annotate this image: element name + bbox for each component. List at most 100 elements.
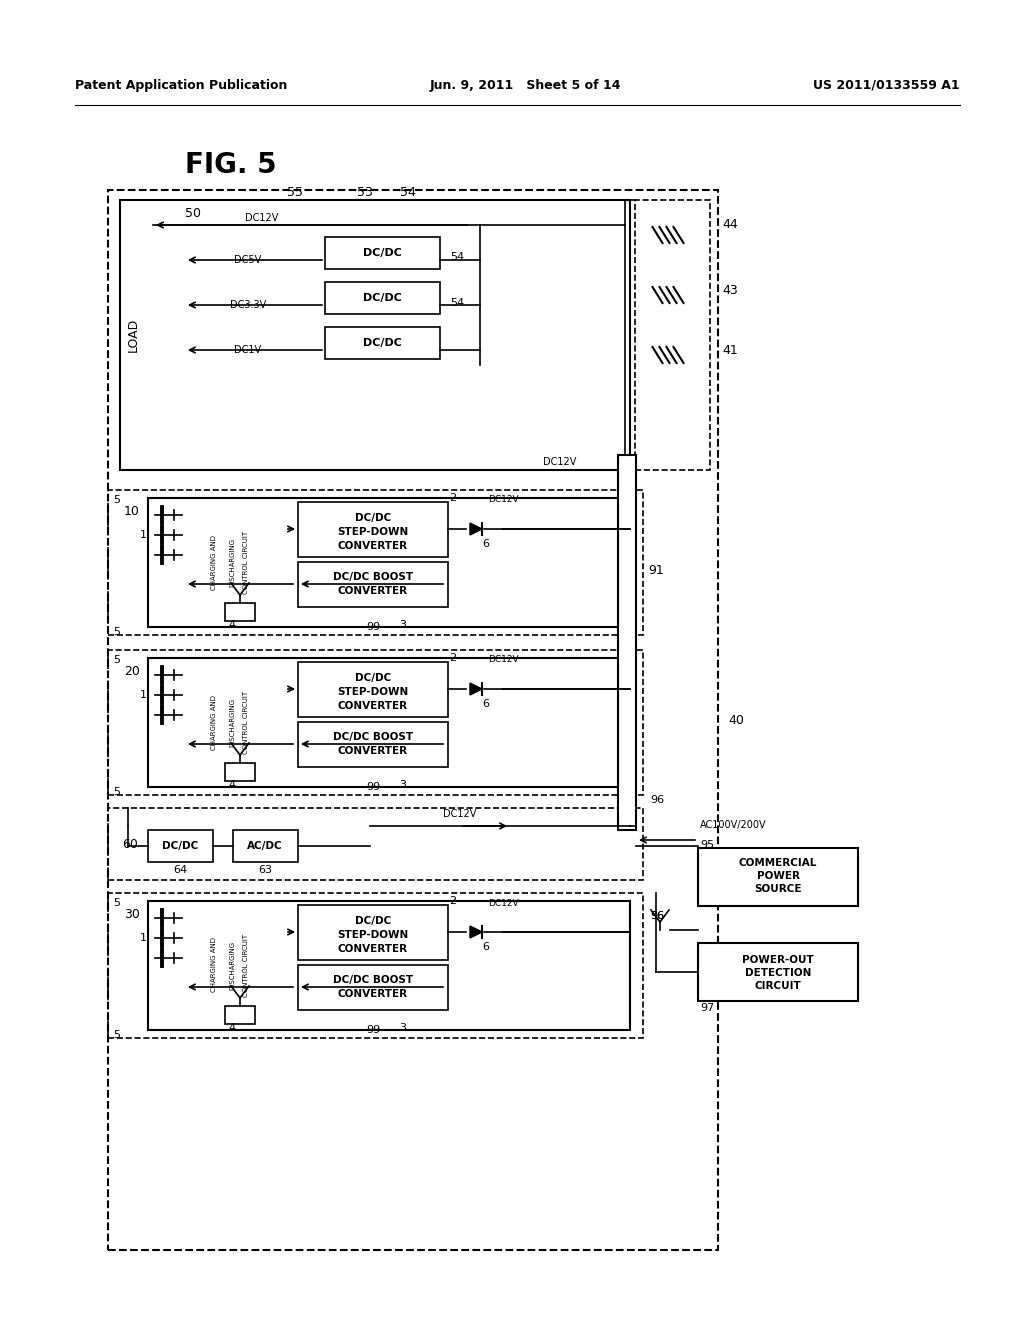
Text: 3: 3 — [399, 620, 407, 630]
Text: 5: 5 — [113, 787, 120, 797]
Text: 99: 99 — [366, 622, 380, 632]
Text: 55: 55 — [287, 186, 303, 199]
Text: CONVERTER: CONVERTER — [338, 701, 408, 711]
Text: 43: 43 — [722, 284, 737, 297]
Text: 54: 54 — [450, 298, 464, 308]
Text: DC12V: DC12V — [245, 213, 279, 223]
Text: DC1V: DC1V — [234, 345, 261, 355]
Bar — [298, 965, 449, 1010]
Text: DC12V: DC12V — [487, 656, 518, 664]
Text: DC5V: DC5V — [234, 255, 261, 265]
Bar — [698, 847, 858, 906]
Text: Jun. 9, 2011   Sheet 5 of 14: Jun. 9, 2011 Sheet 5 of 14 — [430, 78, 622, 91]
Text: DC12V: DC12V — [544, 457, 577, 467]
Text: CHARGING AND: CHARGING AND — [211, 694, 217, 750]
Bar — [185, 906, 285, 1026]
Text: 44: 44 — [722, 219, 737, 231]
Text: CONVERTER: CONVERTER — [338, 746, 408, 756]
Text: DETECTION: DETECTION — [744, 968, 811, 978]
Bar — [298, 663, 449, 717]
Text: FIG. 5: FIG. 5 — [185, 150, 276, 180]
Text: CHARGING AND: CHARGING AND — [211, 535, 217, 590]
Text: 2: 2 — [450, 896, 457, 906]
Text: 97: 97 — [700, 1003, 715, 1012]
Text: DC/DC: DC/DC — [362, 248, 401, 257]
Bar — [185, 502, 285, 623]
Bar — [120, 201, 630, 470]
Bar — [298, 562, 449, 607]
Text: 99: 99 — [366, 1026, 380, 1035]
Text: DC/DC BOOST: DC/DC BOOST — [333, 975, 413, 985]
Bar — [108, 894, 643, 1038]
Text: 96: 96 — [650, 795, 665, 805]
Text: COMMERCIAL: COMMERCIAL — [738, 858, 817, 869]
Text: 30: 30 — [124, 908, 140, 921]
Text: CONTROL CIRCUIT: CONTROL CIRCUIT — [243, 531, 249, 594]
Bar — [618, 455, 636, 830]
Text: SOURCE: SOURCE — [755, 884, 802, 894]
Text: 41: 41 — [722, 343, 737, 356]
Text: 3: 3 — [399, 1023, 407, 1034]
Text: CIRCUIT: CIRCUIT — [755, 981, 802, 991]
Bar — [148, 657, 630, 787]
Text: DC/DC BOOST: DC/DC BOOST — [333, 572, 413, 582]
Text: 60: 60 — [122, 837, 138, 850]
Text: CONTROL CIRCUIT: CONTROL CIRCUIT — [243, 933, 249, 997]
Text: DC12V: DC12V — [487, 899, 518, 908]
Text: 4: 4 — [228, 780, 236, 789]
Text: 91: 91 — [648, 564, 664, 577]
Text: 5: 5 — [113, 655, 120, 665]
Text: 2: 2 — [450, 492, 457, 503]
Text: 20: 20 — [124, 665, 140, 678]
Bar — [225, 763, 255, 781]
Bar — [325, 238, 440, 269]
Text: DISCHARGING: DISCHARGING — [229, 697, 234, 747]
Bar — [298, 722, 449, 767]
Text: DC/DC: DC/DC — [355, 916, 391, 927]
Text: DC12V: DC12V — [487, 495, 518, 504]
Text: AC/DC: AC/DC — [247, 841, 283, 851]
Text: DC3.3V: DC3.3V — [229, 300, 266, 310]
Text: DC/DC BOOST: DC/DC BOOST — [333, 733, 413, 742]
Polygon shape — [470, 682, 482, 696]
Text: 5: 5 — [113, 1030, 120, 1040]
Text: 96: 96 — [650, 911, 665, 921]
Bar — [148, 498, 630, 627]
Bar — [108, 490, 643, 635]
Bar — [325, 282, 440, 314]
Text: 3: 3 — [399, 780, 407, 789]
Text: CONVERTER: CONVERTER — [338, 586, 408, 597]
Text: Patent Application Publication: Patent Application Publication — [75, 78, 288, 91]
Text: DC/DC: DC/DC — [355, 513, 391, 523]
Text: STEP-DOWN: STEP-DOWN — [337, 686, 409, 697]
Text: 5: 5 — [113, 898, 120, 908]
Text: DISCHARGING: DISCHARGING — [229, 940, 234, 990]
Text: 1: 1 — [139, 531, 146, 540]
Text: 1: 1 — [139, 933, 146, 942]
Text: 10: 10 — [124, 506, 140, 517]
Text: 99: 99 — [366, 781, 380, 792]
Bar — [298, 502, 449, 557]
Bar — [233, 830, 298, 862]
Bar — [225, 1006, 255, 1024]
Bar — [698, 942, 858, 1001]
Text: DC/DC: DC/DC — [362, 338, 401, 348]
Bar — [108, 808, 643, 880]
Text: 6: 6 — [482, 539, 489, 549]
Text: STEP-DOWN: STEP-DOWN — [337, 931, 409, 940]
Text: CONVERTER: CONVERTER — [338, 944, 408, 954]
Text: 53: 53 — [357, 186, 373, 199]
Text: DISCHARGING: DISCHARGING — [229, 537, 234, 586]
Text: 96: 96 — [650, 911, 665, 921]
Text: 6: 6 — [482, 700, 489, 709]
Text: 40: 40 — [728, 714, 743, 726]
Text: 54: 54 — [450, 252, 464, 261]
Text: 1: 1 — [139, 690, 146, 700]
Text: 95: 95 — [700, 840, 714, 850]
Text: CONTROL CIRCUIT: CONTROL CIRCUIT — [243, 690, 249, 754]
Text: POWER: POWER — [757, 871, 800, 880]
Text: 6: 6 — [482, 942, 489, 952]
Text: 2: 2 — [450, 653, 457, 663]
Text: DC/DC: DC/DC — [362, 293, 401, 304]
Text: 4: 4 — [228, 1023, 236, 1034]
